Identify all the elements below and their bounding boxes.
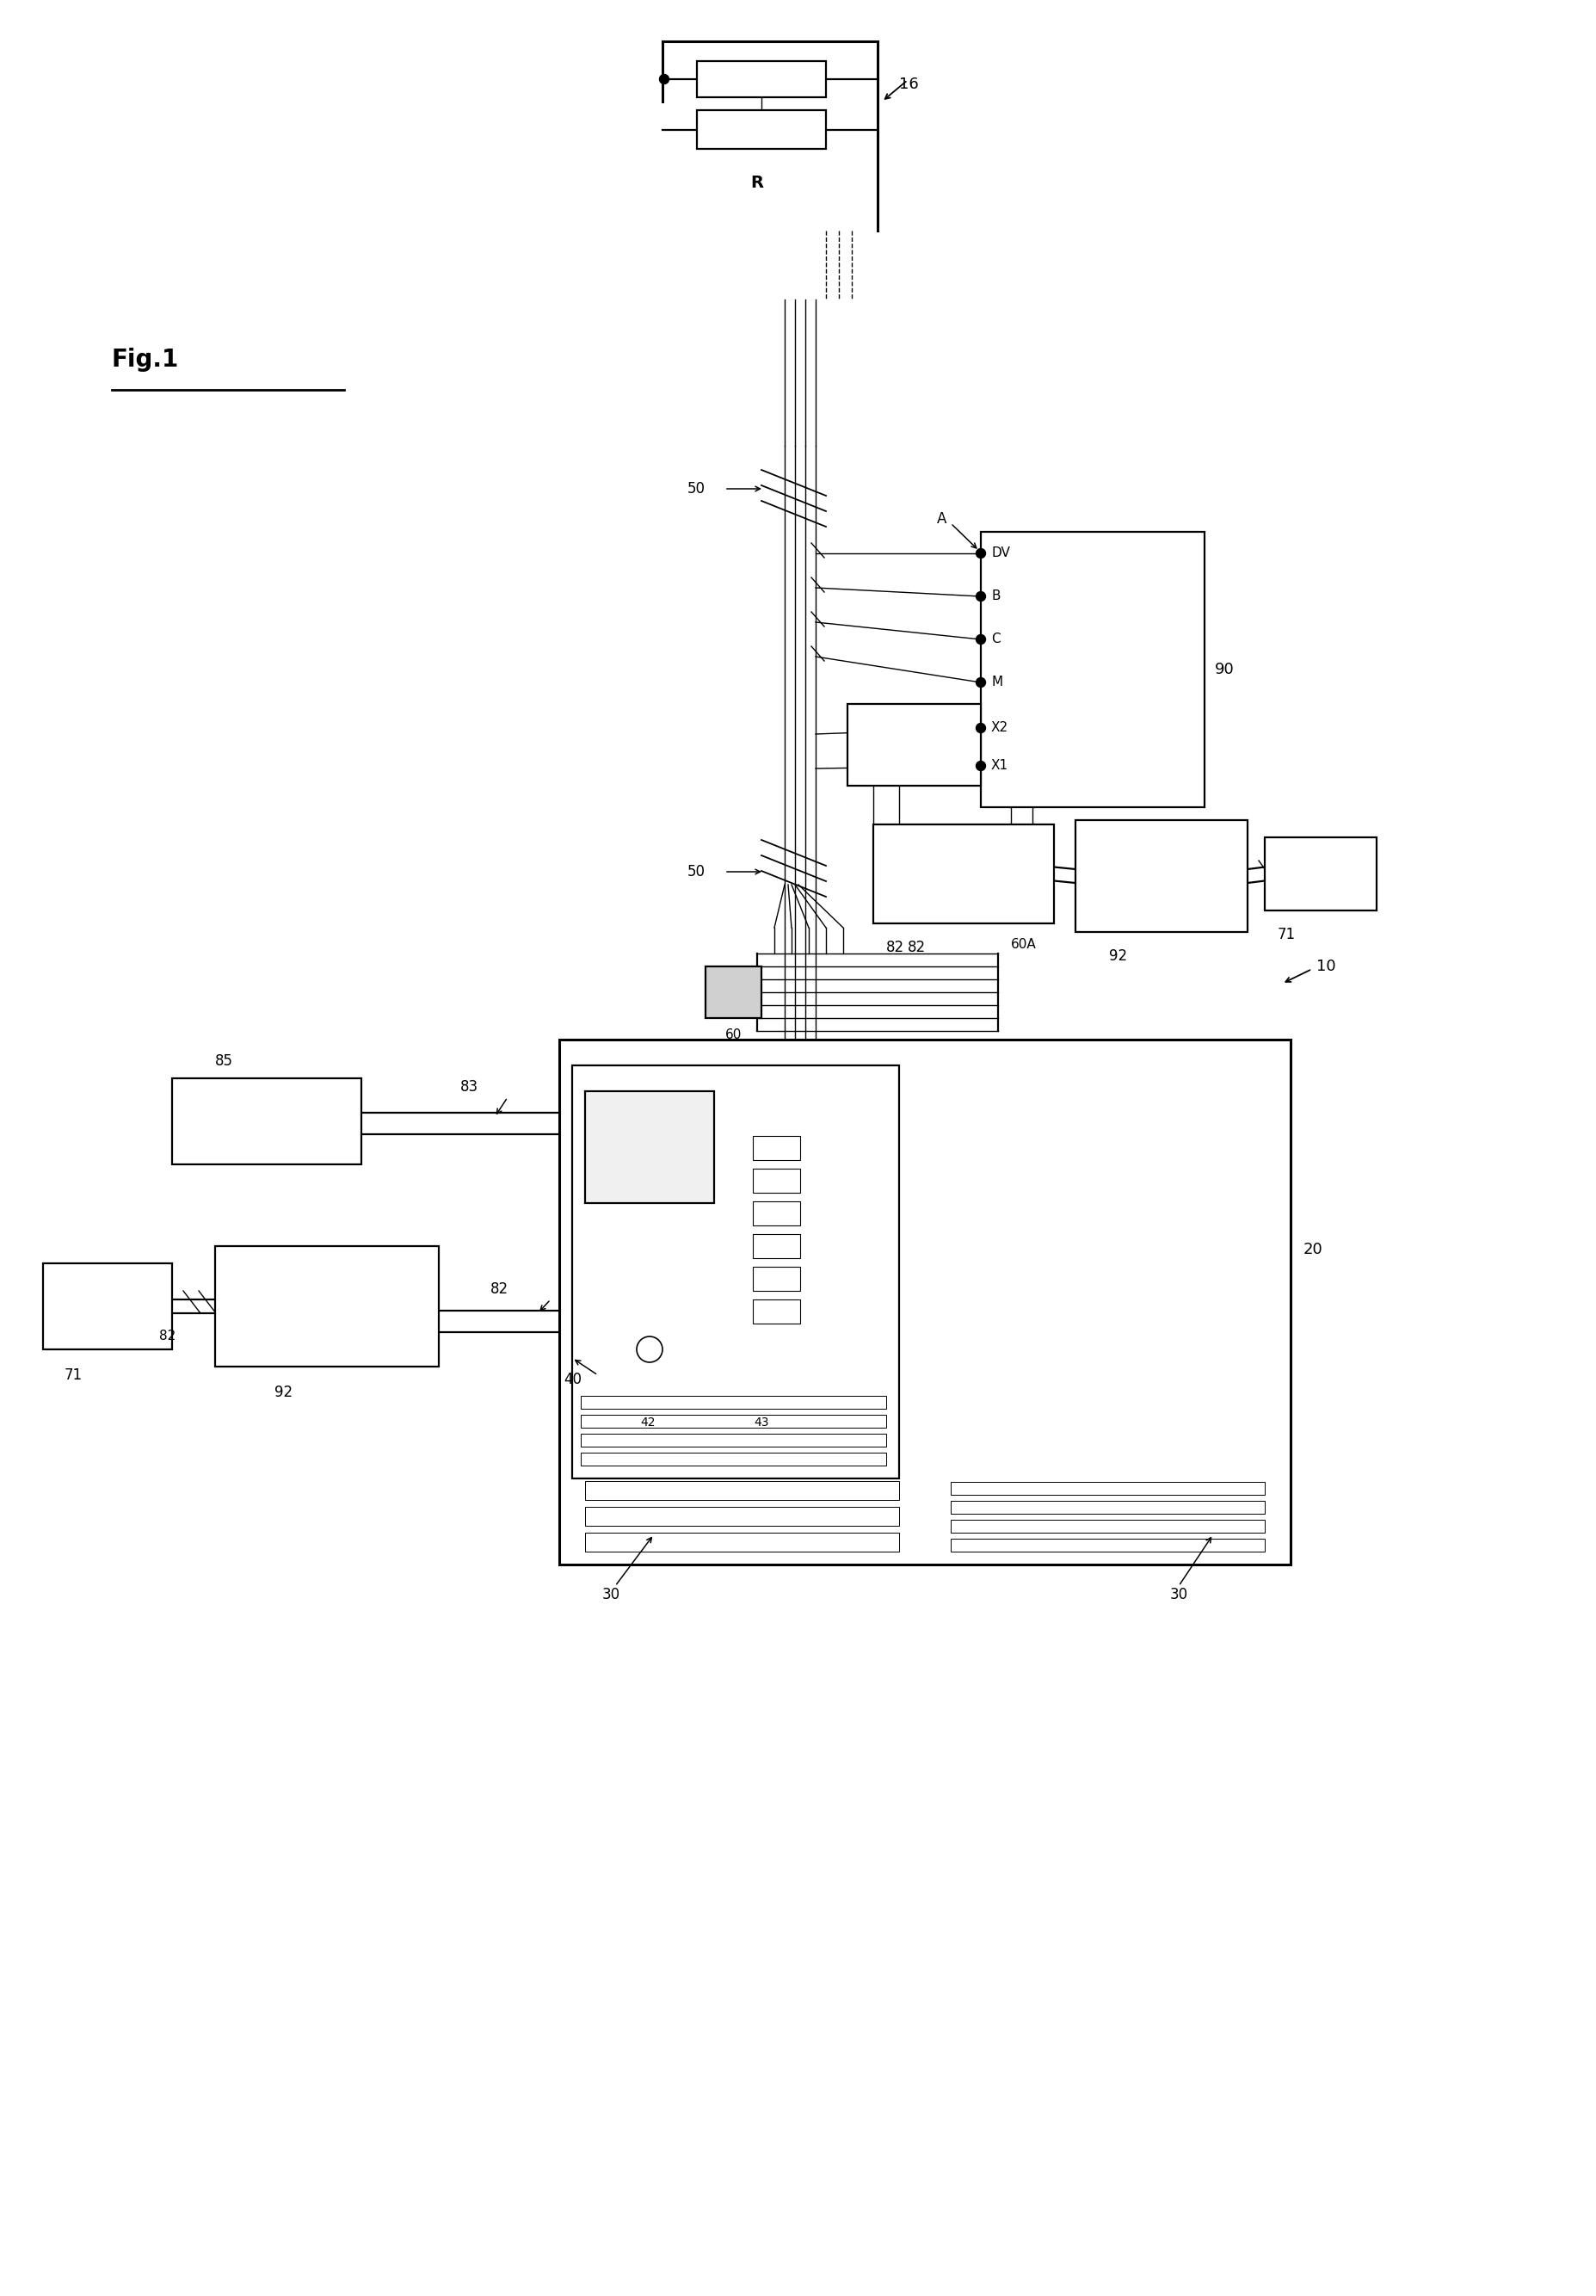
Bar [752,1300,800,1322]
Bar [581,1396,886,1410]
Text: 10: 10 [1315,960,1336,974]
Text: C: C [991,634,999,645]
Bar [571,1065,899,1479]
Bar [584,1091,713,1203]
Bar [172,1079,361,1164]
Text: 71: 71 [1277,928,1294,941]
Bar [705,967,761,1017]
Text: X1: X1 [991,760,1009,771]
Bar [950,1538,1264,1552]
Text: 90: 90 [1215,661,1234,677]
Bar [1264,838,1376,912]
Circle shape [975,723,985,732]
Text: 50: 50 [686,863,705,879]
Bar [696,110,825,149]
Text: 42: 42 [640,1417,654,1428]
Bar [559,1040,1290,1564]
Text: 40: 40 [563,1371,581,1387]
Text: 83: 83 [460,1079,477,1095]
Text: Fig.1: Fig.1 [112,347,179,372]
Bar [43,1263,172,1350]
Bar [581,1453,886,1465]
Bar [215,1247,439,1366]
Bar [752,1233,800,1258]
Bar [752,1267,800,1290]
Text: 30: 30 [602,1587,619,1603]
Bar [696,62,825,96]
Circle shape [975,762,985,771]
Text: R: R [750,174,763,191]
Bar [980,533,1203,808]
Text: 82: 82 [160,1329,176,1343]
Text: DV: DV [991,546,1009,560]
Text: A: A [937,512,946,526]
Circle shape [975,549,985,558]
Bar [584,1534,899,1552]
Circle shape [975,677,985,687]
Text: 43: 43 [753,1417,769,1428]
Text: X2: X2 [991,721,1009,735]
Text: 92: 92 [275,1384,292,1401]
Text: 16: 16 [899,76,918,92]
Bar [584,1481,899,1499]
Text: 82: 82 [490,1281,508,1297]
Bar [752,1169,800,1192]
Text: 71: 71 [64,1368,81,1382]
Bar [950,1502,1264,1513]
Bar [752,1201,800,1226]
Bar [581,1433,886,1446]
Bar [584,1506,899,1527]
Circle shape [975,634,985,645]
Bar [873,824,1053,923]
Bar [1074,820,1246,932]
Text: 85: 85 [214,1054,233,1070]
Circle shape [975,592,985,602]
Bar [581,1414,886,1428]
Text: 60A: 60A [1010,939,1036,951]
Text: 82: 82 [907,939,926,955]
Text: B: B [991,590,999,604]
Text: 30: 30 [1168,1587,1187,1603]
Bar [847,705,980,785]
Text: 92: 92 [1109,948,1127,964]
Bar [950,1520,1264,1534]
Text: 50: 50 [686,482,705,496]
Text: 82: 82 [886,939,903,955]
Text: M: M [991,675,1002,689]
Circle shape [659,73,669,85]
Bar [950,1481,1264,1495]
Circle shape [637,1336,662,1362]
Bar [752,1137,800,1159]
Text: 20: 20 [1302,1242,1323,1258]
Text: 60: 60 [725,1029,742,1042]
